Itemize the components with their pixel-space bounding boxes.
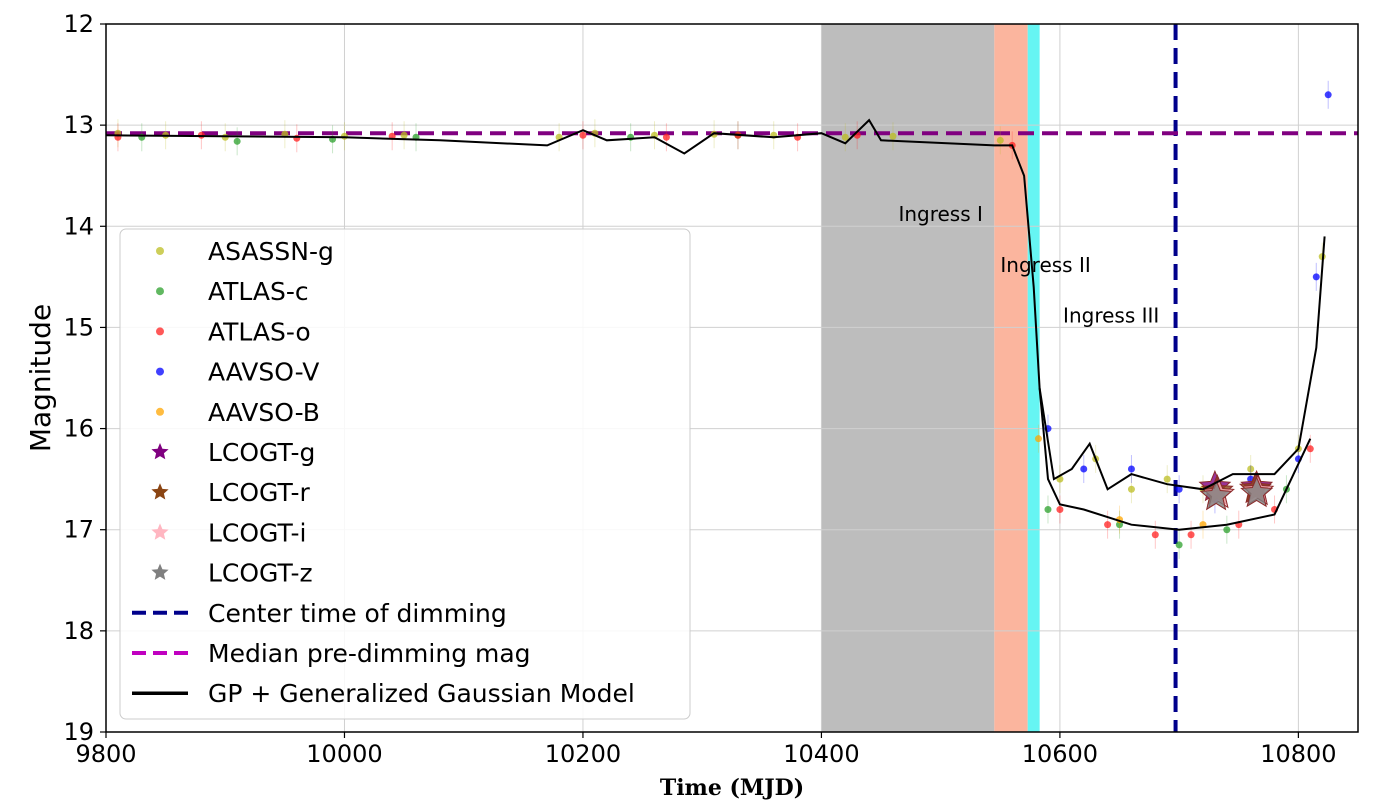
x-tick-label: 10000	[306, 740, 382, 768]
data-point	[1247, 465, 1255, 473]
ingress-annotation: Ingress III	[1063, 303, 1159, 327]
shaded-region	[821, 24, 995, 732]
data-point	[1044, 505, 1052, 513]
data-point	[1151, 531, 1159, 539]
y-tick-label: 17	[63, 516, 94, 544]
data-point	[1127, 465, 1135, 473]
legend-label: LCOGT-g	[208, 438, 315, 467]
y-tick-label: 13	[63, 111, 94, 139]
shaded-region	[994, 24, 1028, 732]
legend: ASASSN-g ATLAS-c ATLAS-o AAVSO-V AAVSO-B LCOG…	[119, 228, 691, 720]
data-point	[1175, 485, 1183, 493]
annotations: Ingress I Ingress II Ingress III	[898, 202, 1159, 327]
legend-label: Center time of dimming	[208, 599, 507, 628]
legend-marker	[151, 523, 169, 540]
data-point	[400, 131, 408, 139]
data-point	[996, 136, 1004, 144]
legend-marker	[156, 327, 164, 336]
shaded-region	[1027, 24, 1040, 732]
data-point	[889, 132, 897, 140]
data-point	[1223, 526, 1231, 534]
legend-label: GP + Generalized Gaussian Model	[208, 679, 635, 708]
legend-label: LCOGT-i	[208, 518, 307, 547]
legend-label: AAVSO-B	[208, 398, 320, 427]
x-tick-label: 10200	[545, 740, 621, 768]
legend-marker	[151, 443, 169, 460]
data-point	[841, 133, 849, 141]
data-point	[662, 133, 670, 141]
data-point	[1187, 531, 1195, 539]
legend-label: Median pre-dimming mag	[208, 639, 531, 668]
legend-label: LCOGT-r	[208, 478, 311, 507]
shaded-regions	[821, 24, 1040, 732]
legend-marker	[156, 247, 164, 255]
legend-marker	[156, 367, 164, 376]
model-curves	[105, 118, 1326, 531]
y-tick-label: 15	[63, 313, 94, 341]
reference-lines	[106, 24, 1358, 732]
plot-frame	[105, 23, 1359, 733]
data-point	[1175, 541, 1183, 549]
y-tick-label: 19	[63, 718, 94, 746]
y-tick-label: 18	[63, 617, 94, 645]
x-axis-label: Time (MJD)	[660, 775, 804, 801]
legend-marker	[156, 407, 164, 416]
star-marker	[1199, 478, 1233, 511]
x-tick-label: 10400	[783, 740, 859, 768]
ingress-annotation: Ingress II	[1000, 253, 1090, 277]
star-marker	[1240, 475, 1274, 508]
data-point	[1034, 435, 1042, 443]
legend-label: AAVSO-V	[208, 358, 319, 387]
y-axis-label: Magnitude	[24, 304, 57, 452]
data-point	[1056, 505, 1064, 513]
data-point	[1116, 521, 1124, 529]
x-tick-label: 10800	[1260, 740, 1336, 768]
data-point	[1306, 445, 1314, 453]
data-point	[1163, 475, 1171, 483]
data-point	[293, 134, 301, 142]
legend-label: LCOGT-z	[208, 559, 313, 588]
legend-marker	[151, 563, 169, 580]
legend-label: ATLAS-o	[208, 317, 311, 346]
y-tick-label: 16	[63, 415, 94, 443]
x-tick-label: 10600	[1022, 740, 1098, 768]
model-curve	[1038, 236, 1326, 491]
y-tick-label: 12	[63, 10, 94, 38]
legend-marker	[156, 287, 164, 296]
legend-label: ATLAS-c	[208, 277, 309, 306]
data-point	[233, 137, 241, 145]
ingress-annotation: Ingress I	[898, 202, 982, 226]
data-point	[579, 131, 587, 139]
y-tick-label: 14	[63, 212, 94, 240]
data-point	[1080, 465, 1088, 473]
axis-ticks: 9800 10000 10200 10400 10600 10800 12 13 14 15 16 1…	[63, 10, 1336, 768]
data-point	[1104, 521, 1112, 529]
legend-label: ASASSN-g	[208, 237, 334, 266]
model-curve	[105, 118, 1312, 531]
data-point	[1127, 485, 1135, 493]
data-point	[1324, 91, 1332, 99]
legend-box	[119, 228, 691, 720]
x-tick-label: 9800	[75, 740, 136, 768]
data-point	[340, 132, 348, 140]
data-point	[1312, 273, 1320, 281]
legend-marker	[151, 483, 169, 500]
